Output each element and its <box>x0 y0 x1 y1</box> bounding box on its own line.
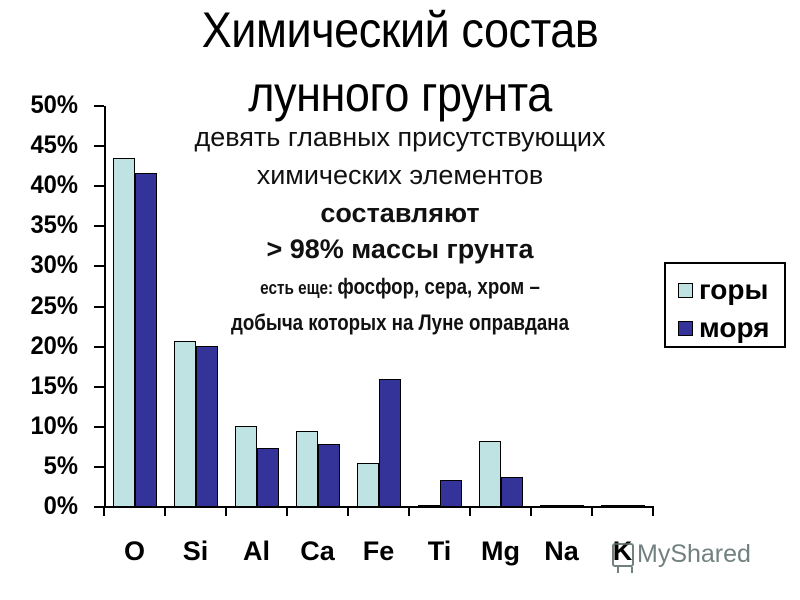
x-tick-label: Mg <box>481 536 520 566</box>
bar-Mg-gory <box>479 441 501 507</box>
bar-K-morya <box>623 505 645 507</box>
y-tick-label: 5% <box>43 451 78 480</box>
x-tick-mark <box>469 506 471 516</box>
x-tick-mark <box>530 506 532 516</box>
subtitle-line2: химических элементов <box>256 160 544 190</box>
x-tick-mark <box>408 506 410 516</box>
subtitle-line5-prefix: есть еще: <box>260 278 338 298</box>
subtitle-line4: > 98% массы грунта <box>266 234 534 264</box>
x-tick-mark <box>103 506 105 516</box>
x-tick-label: Fe <box>362 536 395 566</box>
bar-Na-gory <box>540 504 562 507</box>
x-tick-mark <box>225 506 227 516</box>
x-tick-mark <box>286 506 288 516</box>
x-axis-line <box>94 506 654 508</box>
y-tick-mark <box>94 105 104 107</box>
y-tick-label: 10% <box>30 411 79 440</box>
y-tick-mark <box>94 345 104 348</box>
x-tick-label: Si <box>182 536 209 566</box>
bar-O-morya <box>135 173 157 507</box>
y-tick-label: 30% <box>30 251 79 280</box>
x-tick-label: Na <box>544 536 579 566</box>
y-axis-line <box>104 106 106 508</box>
bar-Si-morya <box>196 345 218 507</box>
legend-swatch-morya <box>678 320 693 336</box>
subtitle-line6: добыча которых на Луне оправдана <box>231 310 569 335</box>
legend-item-gory: горы <box>678 274 768 306</box>
bar-Al-morya <box>257 447 279 507</box>
x-tick-mark <box>164 506 166 516</box>
slide-title-line2: лунного грунта <box>248 66 552 122</box>
bar-Ca-morya <box>318 443 340 507</box>
bar-K-gory <box>601 504 623 507</box>
y-tick-label: 20% <box>30 331 79 360</box>
y-tick-mark <box>94 185 104 188</box>
x-tick-label: Ca <box>300 536 335 566</box>
subtitle-line5-main: фосфор, сера, хром – <box>337 274 540 299</box>
legend-item-morya: моря <box>678 312 770 344</box>
y-tick-mark <box>94 225 104 228</box>
bar-O-gory <box>113 158 135 507</box>
chart-legend: горы моря <box>664 262 786 348</box>
bar-Al-gory <box>235 425 257 507</box>
bar-Ti-gory <box>418 505 440 507</box>
subtitle-line3: составляют <box>320 198 480 228</box>
subtitle-line5: есть еще: фосфор, сера, хром – <box>188 274 613 300</box>
legend-label-gory: горы <box>699 274 769 305</box>
subtitle-line1: девять главных присутствующих <box>194 122 606 152</box>
bar-Fe-morya <box>379 379 401 507</box>
bar-Na-morya <box>562 505 584 507</box>
y-tick-label: 45% <box>30 131 79 160</box>
x-tick-label: Ti <box>427 536 452 566</box>
y-tick-label: 25% <box>30 291 79 320</box>
slide-title-line1: Химический состав <box>201 2 599 58</box>
y-tick-mark <box>94 265 104 268</box>
y-tick-label: 0% <box>43 492 78 520</box>
y-tick-label: 15% <box>30 371 79 400</box>
x-tick-mark <box>591 506 593 516</box>
y-tick-label: 50% <box>30 91 79 119</box>
x-tick-mark <box>652 506 654 516</box>
legend-swatch-gory <box>678 282 693 298</box>
watermark-text: MyShared <box>637 540 751 568</box>
y-tick-label: 35% <box>30 211 79 240</box>
presentation-board-icon <box>612 542 634 573</box>
x-tick-mark <box>347 506 349 516</box>
legend-label-morya: моря <box>699 312 770 343</box>
y-tick-mark <box>94 385 104 388</box>
y-tick-mark <box>94 425 104 428</box>
x-tick-label: O <box>123 536 145 566</box>
y-tick-mark <box>94 305 104 308</box>
bar-Si-gory <box>174 340 196 507</box>
bar-Mg-morya <box>501 477 523 507</box>
bar-Fe-gory <box>357 462 379 507</box>
bar-Ti-morya <box>440 479 462 507</box>
watermark: MyShared <box>612 540 751 573</box>
y-tick-label: 40% <box>30 171 79 200</box>
bar-Ca-gory <box>296 430 318 507</box>
y-tick-mark <box>94 145 104 148</box>
x-tick-label: Al <box>243 536 270 566</box>
y-tick-mark <box>94 465 104 468</box>
